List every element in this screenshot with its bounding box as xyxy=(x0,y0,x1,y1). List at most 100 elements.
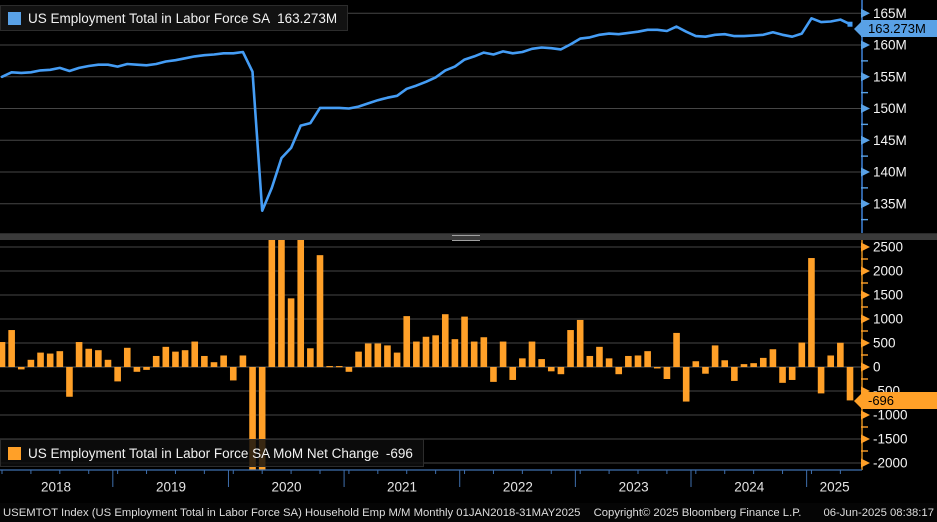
splitter-grip-icon[interactable] xyxy=(452,235,480,241)
mom-bar xyxy=(384,345,391,367)
mom-bar xyxy=(191,341,199,367)
mom-bar xyxy=(17,367,25,370)
top-axis-tick-label: 150M xyxy=(873,101,907,116)
mom-bar xyxy=(586,355,594,367)
mom-bar xyxy=(393,352,401,367)
mom-bar xyxy=(480,337,488,367)
mom-net-change-bars xyxy=(0,240,854,470)
mom-bar xyxy=(721,360,729,367)
mom-bar xyxy=(644,351,651,367)
mom-bar xyxy=(268,240,276,367)
mom-bar xyxy=(625,355,632,367)
mom-bar xyxy=(104,359,112,367)
mom-bar xyxy=(287,298,295,367)
mom-bar xyxy=(499,341,507,367)
mom-bar xyxy=(731,367,738,381)
mom-bar xyxy=(229,367,237,381)
mom-bar xyxy=(692,361,700,367)
mom-bar xyxy=(8,330,15,367)
bar-series-legend: US Employment Total in Labor Force SA Mo… xyxy=(0,439,424,467)
mom-bar xyxy=(567,330,574,367)
mom-bar xyxy=(181,350,189,367)
mom-bar xyxy=(432,335,439,367)
x-axis-year-label: 2019 xyxy=(156,480,186,495)
mom-bar xyxy=(441,314,449,367)
mom-bar xyxy=(490,367,497,382)
x-axis-year-label: 2021 xyxy=(387,480,417,495)
mom-bar xyxy=(152,355,160,367)
mom-bar xyxy=(85,348,93,367)
mom-bar xyxy=(95,350,102,367)
mom-bar xyxy=(759,357,767,367)
mom-bar xyxy=(538,359,545,367)
mom-bar xyxy=(557,367,565,375)
mom-bar xyxy=(422,336,430,367)
mom-bar xyxy=(519,358,526,367)
bottom-axis-tick-label: 500 xyxy=(873,336,896,351)
mom-bar xyxy=(846,367,854,401)
bottom-axis-tick-label: 1500 xyxy=(873,288,903,303)
mom-bar xyxy=(605,358,613,367)
mom-bar xyxy=(297,240,305,367)
mom-bar xyxy=(249,367,256,470)
employment-line-series xyxy=(0,16,853,212)
mom-bar xyxy=(653,367,661,369)
mom-bar xyxy=(827,355,835,367)
line-last-value-badge: 163.273M xyxy=(854,20,937,37)
mom-bar xyxy=(210,362,218,367)
top-panel-gridlines xyxy=(0,12,862,205)
mom-bar xyxy=(56,351,64,367)
bottom-axis-tick-label: 2500 xyxy=(873,240,903,255)
footer-ticker-description: USEMTOT Index (US Employment Total in La… xyxy=(3,506,581,519)
line-legend-value: 163.273M xyxy=(277,10,338,26)
top-axis-tick-label: 135M xyxy=(873,196,907,211)
mom-bar xyxy=(837,342,844,367)
mom-bar xyxy=(817,367,825,394)
mom-bar xyxy=(413,341,420,367)
mom-bar xyxy=(769,349,777,367)
mom-bar xyxy=(307,348,314,367)
mom-bar xyxy=(740,364,748,367)
footer-bar: USEMTOT Index (US Employment Total in La… xyxy=(0,503,937,522)
mom-bar xyxy=(201,355,208,367)
mom-bar xyxy=(143,367,150,370)
mom-bar xyxy=(172,351,179,367)
line-end-marker xyxy=(847,21,853,27)
footer-timestamp: 06-Jun-2025 08:38:17 xyxy=(823,506,934,519)
mom-bar xyxy=(364,343,372,367)
mom-bar xyxy=(682,367,690,402)
mom-bar xyxy=(0,342,6,367)
mom-bar xyxy=(461,316,468,367)
mom-bar xyxy=(75,342,83,367)
mom-bar xyxy=(345,367,353,372)
footer-copyright: Copyright© 2025 Bloomberg Finance L.P. xyxy=(593,506,802,519)
orange-series-swatch-icon xyxy=(8,446,21,460)
bar-last-value-badge: -696 xyxy=(854,392,937,409)
bar-legend-value: -696 xyxy=(385,445,413,461)
mom-bar xyxy=(663,367,671,379)
bottom-axis-tick-label: -1000 xyxy=(873,408,908,423)
mom-bar xyxy=(46,353,54,367)
mom-bar xyxy=(133,367,141,372)
mom-bar xyxy=(634,355,642,367)
bottom-axis-tick-label: -1500 xyxy=(873,432,908,447)
mom-bar xyxy=(355,351,362,367)
panel-splitter[interactable] xyxy=(0,233,937,241)
x-axis-year-label: 2024 xyxy=(734,480,765,495)
mom-bar xyxy=(596,346,603,367)
mom-bar xyxy=(711,345,719,367)
mom-bar xyxy=(750,363,757,367)
bottom-axis-tick-label: -2000 xyxy=(873,456,908,471)
mom-bar xyxy=(509,367,517,380)
mom-bar xyxy=(374,343,382,367)
mom-bar xyxy=(239,355,247,367)
x-axis-year-label: 2020 xyxy=(271,480,301,495)
x-axis-year-label: 2025 xyxy=(820,480,850,495)
mom-bar xyxy=(615,367,623,375)
bottom-axis-tick-label: 1000 xyxy=(873,312,903,327)
x-axis: 2018 2019 2020 2021 2022 2023 2024 2025 xyxy=(0,469,862,495)
mom-bar xyxy=(798,342,806,367)
mom-bar xyxy=(37,352,44,367)
